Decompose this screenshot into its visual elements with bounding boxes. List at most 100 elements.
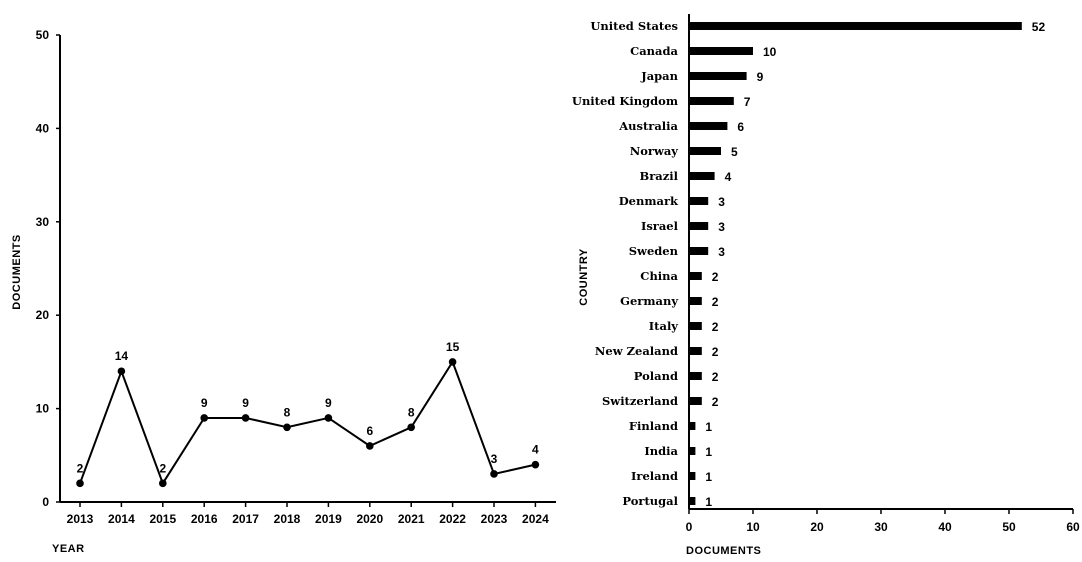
line-x-tick-label: 2020 bbox=[356, 512, 383, 526]
bar-data-label: 4 bbox=[725, 170, 732, 184]
line-y-tick-label: 20 bbox=[36, 308, 50, 322]
line-x-tick-label: 2017 bbox=[232, 512, 259, 526]
bar-category-labels: United States Canada Japan United Kingdom Au… bbox=[572, 19, 679, 508]
bar-category-label: Germany bbox=[620, 294, 678, 308]
bar-category-label: Switzerland bbox=[602, 394, 678, 408]
bar-data-label: 52 bbox=[1032, 20, 1046, 34]
line-data-labels: 2 14 2 9 9 8 9 6 8 15 3 4 bbox=[77, 340, 539, 475]
bar-rect bbox=[689, 297, 702, 305]
bar-rect bbox=[689, 422, 696, 430]
bar-rect bbox=[689, 147, 721, 155]
bar-rect bbox=[689, 322, 702, 330]
line-y-ticks: 0 10 20 30 40 50 bbox=[36, 28, 60, 509]
line-x-tick-label: 2015 bbox=[149, 512, 176, 526]
bar-data-label: 2 bbox=[712, 345, 719, 359]
bar-x-ticks: 0 10 20 30 40 50 60 bbox=[686, 509, 1080, 534]
bar-rect bbox=[689, 272, 702, 280]
line-y-tick-label: 30 bbox=[36, 215, 50, 229]
line-data-label: 14 bbox=[115, 349, 129, 363]
bar-data-label: 6 bbox=[737, 120, 744, 134]
line-y-tick-label: 10 bbox=[36, 402, 50, 416]
line-xlabel: YEAR bbox=[52, 543, 85, 555]
bar-data-label: 2 bbox=[712, 395, 719, 409]
line-x-tick-label: 2019 bbox=[315, 512, 342, 526]
line-data-label: 15 bbox=[446, 340, 460, 354]
bar-x-tick-label: 0 bbox=[686, 520, 693, 534]
line-x-tick-label: 2013 bbox=[67, 512, 94, 526]
bar-data-label: 9 bbox=[757, 70, 764, 84]
bar-x-tick-label: 40 bbox=[938, 520, 952, 534]
bar-category-label: Brazil bbox=[640, 169, 679, 183]
bar-rect bbox=[689, 497, 696, 505]
bar-data-label: 3 bbox=[718, 245, 725, 259]
line-point bbox=[407, 423, 416, 432]
bar-rect bbox=[689, 397, 702, 405]
bar-rect bbox=[689, 372, 702, 380]
line-chart: 0 10 20 30 40 50 2013 2014 2015 2016 2017 2018 2019… bbox=[11, 28, 556, 555]
line-x-tick-label: 2021 bbox=[398, 512, 425, 526]
bar-data-label: 2 bbox=[712, 320, 719, 334]
bar-data-label: 2 bbox=[712, 370, 719, 384]
bar-category-label: Japan bbox=[640, 69, 678, 83]
bar-rect bbox=[689, 472, 696, 480]
line-series-path bbox=[79, 359, 536, 486]
bar-category-label: Poland bbox=[634, 369, 678, 383]
bar-data-label: 5 bbox=[731, 145, 738, 159]
bar-rect bbox=[689, 72, 747, 80]
bar-category-label: Israel bbox=[641, 219, 679, 233]
line-data-label: 6 bbox=[366, 424, 373, 438]
line-point bbox=[76, 479, 84, 488]
line-x-tick-label: 2016 bbox=[191, 512, 218, 526]
bar-rect bbox=[689, 97, 734, 105]
bar-data-label: 2 bbox=[712, 295, 719, 309]
line-x-tick-label: 2022 bbox=[439, 512, 466, 526]
bar-x-tick-label: 60 bbox=[1066, 520, 1080, 534]
bar-rect bbox=[689, 122, 728, 130]
bar-category-label: India bbox=[644, 444, 678, 458]
line-data-label: 9 bbox=[242, 396, 249, 410]
line-point bbox=[324, 414, 333, 422]
bar-x-tick-label: 50 bbox=[1002, 520, 1016, 534]
line-point bbox=[490, 470, 498, 478]
bar-rect bbox=[689, 447, 696, 455]
line-point bbox=[117, 367, 126, 376]
bar-xlabel: DOCUMENTS bbox=[686, 545, 761, 557]
bar-data-label: 7 bbox=[744, 95, 751, 109]
bar-category-label: Norway bbox=[630, 144, 679, 158]
bar-data-label: 10 bbox=[763, 45, 777, 59]
line-points bbox=[76, 358, 540, 488]
bar-chart: 0 10 20 30 40 50 60 United StatesCanadaJapanUn… bbox=[572, 14, 1080, 557]
bar-category-label: China bbox=[640, 269, 678, 283]
bar-rect bbox=[689, 222, 709, 230]
bar-rect bbox=[689, 47, 753, 55]
line-data-label: 3 bbox=[491, 452, 498, 466]
bar-category-label: Portugal bbox=[622, 494, 678, 508]
bar-data-label: 3 bbox=[718, 195, 725, 209]
line-point bbox=[241, 414, 250, 422]
bar-category-label: United Kingdom bbox=[572, 94, 678, 108]
bar-category-label: Sweden bbox=[629, 244, 679, 258]
bar-category-label: Italy bbox=[649, 319, 679, 333]
line-x-tick-label: 2024 bbox=[522, 512, 549, 526]
line-data-label: 9 bbox=[325, 396, 332, 410]
line-y-tick-label: 40 bbox=[36, 121, 50, 135]
line-x-tick-label: 2023 bbox=[481, 512, 508, 526]
line-x-tick-label: 2014 bbox=[108, 512, 135, 526]
line-data-label: 2 bbox=[159, 461, 166, 475]
bar-rect bbox=[689, 22, 1022, 30]
bar-category-label: United States bbox=[590, 19, 678, 33]
line-ylabel: DOCUMENTS bbox=[11, 234, 23, 309]
line-data-label: 9 bbox=[201, 396, 208, 410]
line-y-tick-label: 0 bbox=[42, 495, 49, 509]
line-point bbox=[366, 442, 374, 450]
bar-data-label: 1 bbox=[705, 420, 712, 434]
bar-rects bbox=[689, 22, 1022, 505]
line-point bbox=[531, 460, 540, 469]
bar-x-tick-label: 10 bbox=[746, 520, 760, 534]
line-x-tick-label: 2018 bbox=[274, 512, 301, 526]
bar-category-label: Australia bbox=[618, 119, 678, 133]
line-y-tick-label: 50 bbox=[36, 28, 50, 42]
